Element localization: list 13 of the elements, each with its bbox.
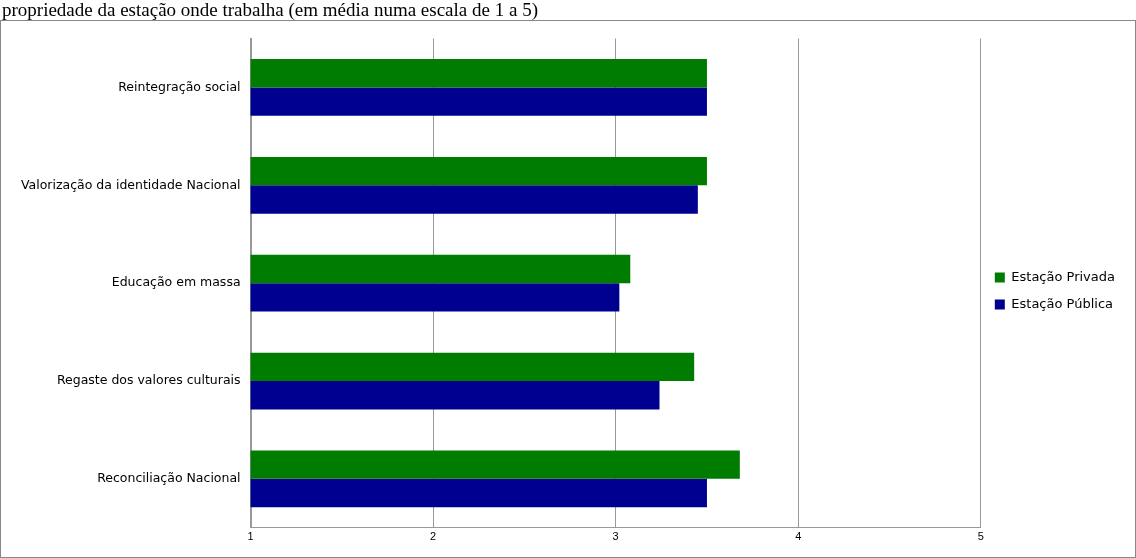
x-tick-label: 4 (795, 530, 802, 543)
y-tick-label: Valorização da identidade Nacional (21, 176, 241, 192)
x-tick-label: 3 (612, 530, 619, 543)
legend-label: Estação Privada (1011, 268, 1116, 284)
x-tick-label: 1 (247, 530, 254, 543)
y-tick-label: Reconciliação Nacional (97, 470, 241, 486)
y-tick-label: Educação em massa (111, 274, 241, 290)
y-tick-label: Reintegração social (118, 78, 241, 94)
x-tick-label: 2 (430, 530, 437, 543)
x-tick-label: 5 (977, 530, 984, 543)
legend-label: Estação Pública (1011, 295, 1114, 311)
y-tick-label: Regaste dos valores culturais (56, 372, 241, 388)
chart-title: propriedade da estação onde trabalha (em média numa escala de 1 a 5) (1, 0, 539, 20)
